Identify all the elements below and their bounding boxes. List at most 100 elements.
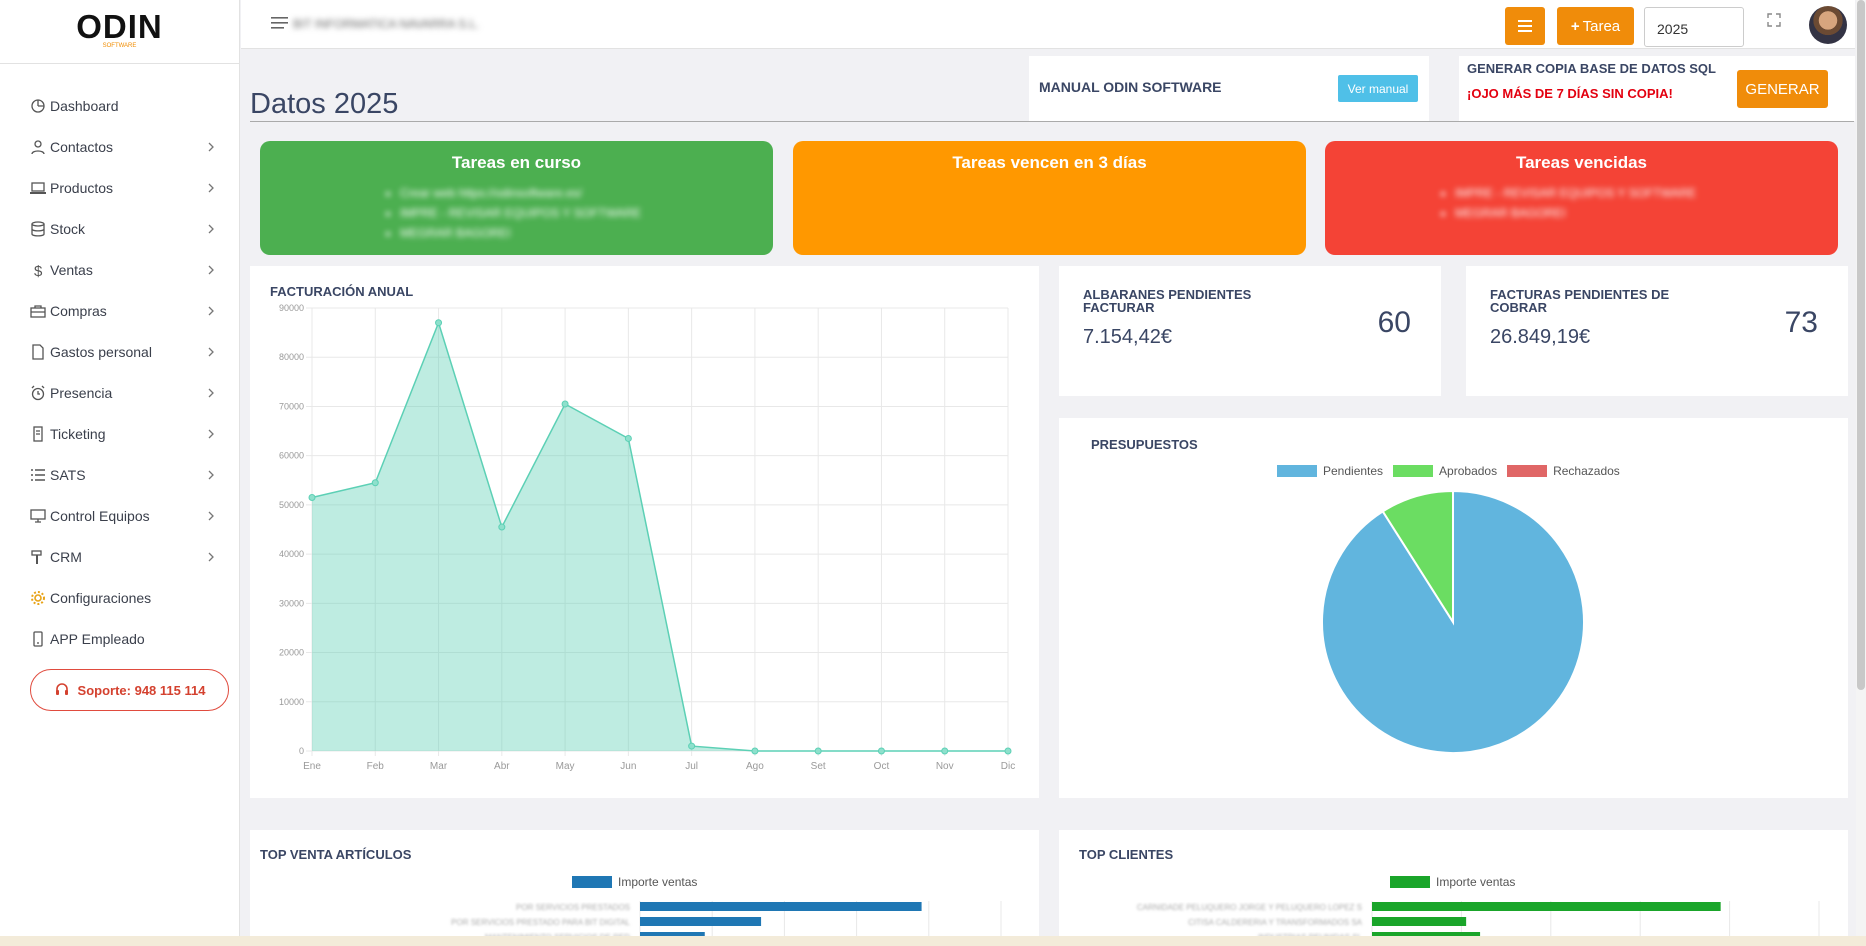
bar[interactable] <box>640 902 922 911</box>
legend-label: Rechazados <box>1553 464 1620 478</box>
sidebar-item-ventas[interactable]: $ Ventas <box>0 249 240 290</box>
albaranes-card[interactable]: ALBARANES PENDIENTES FACTURAR 7.154,42€ … <box>1059 266 1441 396</box>
sidebar-item-label: Ventas <box>50 261 93 278</box>
sidebar-item-crm[interactable]: CRM <box>0 536 240 577</box>
legend-item[interactable]: Pendientes <box>1277 464 1383 478</box>
chevron-right-icon <box>206 388 216 398</box>
tasks-due-soon-title: Tareas vencen en 3 días <box>952 153 1147 172</box>
top-articles-legend: Importe ventas <box>572 875 707 889</box>
sidebar-item-dashboard[interactable]: Dashboard <box>0 85 240 126</box>
sidebar-item-configuraciones[interactable]: Configuraciones <box>0 577 240 618</box>
data-point[interactable] <box>877 747 885 755</box>
task-list-button[interactable] <box>1505 7 1545 45</box>
sidebar-item-compras[interactable]: Compras <box>0 290 240 331</box>
menu-toggle-icon[interactable] <box>271 16 289 30</box>
legend-label: Importe ventas <box>1436 875 1516 889</box>
x-tick-label: Jul <box>685 761 698 772</box>
data-point[interactable] <box>688 742 696 750</box>
category-label: MANTENIMIENTO SERVICIOS DE RED <box>485 933 630 936</box>
x-tick-label: Set <box>811 761 826 772</box>
legend-item[interactable]: Rechazados <box>1507 464 1620 478</box>
pie-slice[interactable] <box>1321 489 1585 754</box>
sidebar-item-ticketing[interactable]: Ticketing <box>0 413 240 454</box>
sidebar-item-label: Dashboard <box>50 97 119 114</box>
sidebar-item-gastos-personal[interactable]: Gastos personal <box>0 331 240 372</box>
data-point[interactable] <box>308 494 316 502</box>
sidebar-item-sats[interactable]: SATS <box>0 454 240 495</box>
bar[interactable] <box>1372 902 1721 911</box>
monitor-icon <box>30 508 46 524</box>
task-item[interactable]: MEGRAR BAGOREI <box>1455 203 1838 223</box>
y-tick-label: 0 <box>299 746 304 756</box>
user-icon <box>30 139 46 155</box>
company-name: BIT INFORMATICA NAVARRA S.L. <box>293 17 480 31</box>
bar[interactable] <box>1372 932 1481 936</box>
area-fill <box>312 322 1008 751</box>
data-point[interactable] <box>941 747 949 755</box>
data-point[interactable] <box>435 319 443 327</box>
sidebar-item-label: SATS <box>50 466 86 483</box>
pie-slice[interactable] <box>1381 489 1454 626</box>
data-point[interactable] <box>751 747 759 755</box>
sidebar-item-presencia[interactable]: Presencia <box>0 372 240 413</box>
y-tick-label: 60000 <box>279 451 304 461</box>
tasks-overdue-card[interactable]: Tareas vencidas IMPRE - REVISAR EQUIPOS … <box>1325 141 1838 255</box>
support-button[interactable]: Soporte: 948 115 114 <box>30 669 229 711</box>
data-point[interactable] <box>1004 747 1012 755</box>
facturas-label: FACTURAS PENDIENTES DE COBRAR <box>1490 287 1670 315</box>
sidebar-item-contactos[interactable]: Contactos <box>0 126 240 167</box>
task-item[interactable]: MEGRAR BAGOREI <box>400 223 773 243</box>
bar[interactable] <box>1372 917 1467 926</box>
chevron-right-icon <box>206 224 216 234</box>
user-avatar[interactable] <box>1809 6 1847 44</box>
legend-label: Importe ventas <box>618 875 698 889</box>
tasks-overdue-title: Tareas vencidas <box>1515 153 1648 172</box>
x-tick-label: May <box>556 761 575 772</box>
category-label: CARNIDADE PELUQUERO JORGE Y PELUQUERO LO… <box>1137 903 1362 912</box>
task-item[interactable]: IMPRE - REVISAR EQUIPOS Y SOFTWARE <box>400 203 773 223</box>
chevron-right-icon <box>206 429 216 439</box>
chevron-right-icon <box>206 183 216 193</box>
data-point[interactable] <box>561 400 569 408</box>
chevron-right-icon <box>206 306 216 316</box>
y-tick-label: 80000 <box>279 352 304 362</box>
page-scrollbar[interactable] <box>1856 0 1866 936</box>
data-point[interactable] <box>498 523 506 531</box>
sidebar-item-label: APP Empleado <box>50 630 145 647</box>
bar[interactable] <box>640 932 705 936</box>
bar[interactable] <box>640 917 762 926</box>
y-tick-label: 10000 <box>279 697 304 707</box>
sidebar-item-app-empleado[interactable]: APP Empleado <box>0 618 240 659</box>
scrollbar-thumb[interactable] <box>1857 0 1865 690</box>
generate-backup-button[interactable]: GENERAR <box>1737 70 1828 108</box>
x-tick-label: Mar <box>430 761 448 772</box>
legend-item: Importe ventas <box>1390 875 1515 889</box>
tasks-in-progress-card[interactable]: Tareas en curso Crear web https://odinso… <box>260 141 773 255</box>
chevron-right-icon <box>206 347 216 357</box>
category-label: CITISA CALDERERIA Y TRANSFORMADOS SA <box>1188 918 1362 927</box>
legend-item[interactable]: Aprobados <box>1393 464 1497 478</box>
task-item[interactable]: Crear web https://odinsoftware.es/ <box>400 183 773 203</box>
sidebar-item-label: Stock <box>50 220 86 237</box>
sidebar-item-productos[interactable]: Productos <box>0 167 240 208</box>
sidebar-nav: Dashboard Contactos Productos Stock $ Ventas C… <box>0 85 240 659</box>
legend-swatch <box>572 876 612 888</box>
fullscreen-icon[interactable] <box>1767 13 1781 27</box>
document-icon <box>30 343 46 360</box>
data-point[interactable] <box>624 434 632 442</box>
sidebar-item-control-equipos[interactable]: Control Equipos <box>0 495 240 536</box>
data-point[interactable] <box>814 747 822 755</box>
data-point[interactable] <box>371 479 379 487</box>
view-manual-button[interactable]: Ver manual <box>1338 75 1418 102</box>
alarm-clock-icon <box>30 385 46 401</box>
facturas-card[interactable]: FACTURAS PENDIENTES DE COBRAR 26.849,19€… <box>1466 266 1848 396</box>
task-item[interactable]: IMPRE - REVISAR EQUIPOS Y SOFTWARE <box>1455 183 1838 203</box>
top-articles-chart: POR SERVICIOS PRESTADOS POR SERVICIOS PRE… <box>451 901 1002 936</box>
x-tick-label: Ago <box>746 761 764 772</box>
new-task-button[interactable]: + Tarea <box>1557 7 1634 45</box>
tasks-due-soon-card[interactable]: Tareas vencen en 3 días <box>793 141 1306 255</box>
category-label: INDUSTRIAS REUNIDAS SL <box>1258 933 1363 936</box>
brand-logo[interactable]: ODIN SOFTWARE <box>0 0 239 64</box>
sidebar-item-stock[interactable]: Stock <box>0 208 240 249</box>
year-selector[interactable]: 2025 <box>1644 7 1744 47</box>
